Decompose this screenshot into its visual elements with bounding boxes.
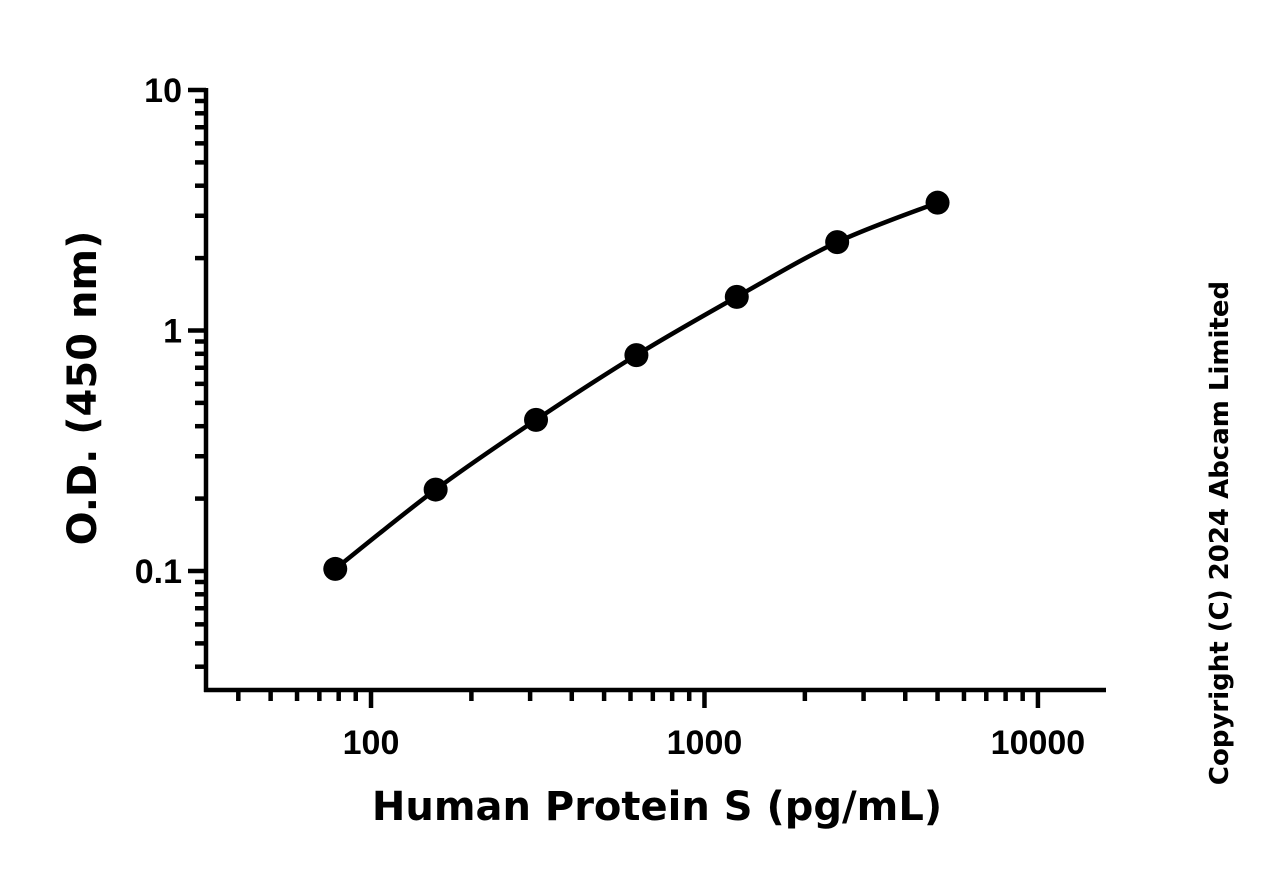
fitted-curve-line [333,200,940,572]
data-point [624,343,649,368]
y-tick-label: 10 [144,72,182,110]
data-points [323,190,950,581]
x-tick-label: 100 [343,724,400,762]
data-point [323,556,348,581]
data-point [925,190,950,215]
x-axis: 100 1000 10000 [204,687,1106,762]
y-axis-title: O.D. (450 nm) [60,231,106,546]
data-point [423,477,448,502]
y-tick-label: 1 [163,312,182,350]
data-point [524,407,549,432]
x-tick-label: 10000 [991,724,1086,762]
data-point [724,284,749,309]
y-axis: 0.1 1 10 [135,72,209,692]
copyright-notice: Copyright (C) 2024 Abcam Limited [1205,281,1235,785]
x-axis-title: Human Protein S (pg/mL) [372,784,942,830]
x-tick-label: 1000 [667,724,743,762]
y-tick-label: 0.1 [135,553,182,591]
data-point [825,230,850,255]
